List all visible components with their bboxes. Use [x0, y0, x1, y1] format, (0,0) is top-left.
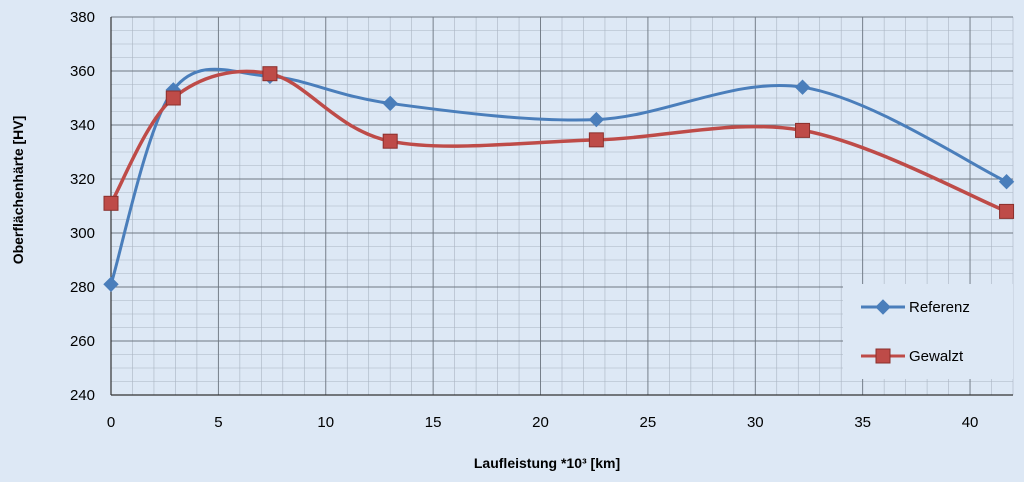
legend-label: Gewalzt — [909, 348, 964, 365]
series-referenz — [103, 67, 1015, 293]
x-tick-label: 25 — [640, 414, 657, 431]
legend-marker — [875, 299, 891, 315]
x-tick-label: 15 — [425, 414, 442, 431]
y-tick-label: 380 — [70, 9, 95, 26]
series-layer — [103, 66, 1015, 293]
legend: Referenz Gewalzt — [843, 284, 1013, 379]
x-tick-label: 5 — [214, 414, 222, 431]
y-tick-label: 240 — [70, 387, 95, 404]
data-point — [588, 111, 605, 128]
legend-items: Referenz Gewalzt — [861, 299, 970, 365]
data-point — [382, 133, 398, 149]
x-tick-label: 40 — [962, 414, 979, 431]
x-tick-label: 30 — [747, 414, 764, 431]
y-axis-title: Oberflächenhärte [HV] — [10, 116, 26, 265]
data-point — [998, 173, 1015, 190]
data-point — [794, 79, 811, 95]
y-tick-label: 340 — [70, 117, 95, 134]
legend-label: Referenz — [909, 299, 970, 316]
data-point — [795, 122, 811, 138]
data-point — [382, 95, 398, 112]
x-tick-label: 35 — [854, 414, 871, 431]
legend-box — [843, 284, 1013, 379]
tick-labels: 0 5 10 15 20 25 30 35 40 240 260 280 300 320 340 360 380 — [70, 9, 978, 431]
data-point — [103, 276, 119, 293]
y-tick-label: 280 — [70, 279, 95, 296]
x-tick-label: 0 — [107, 414, 115, 431]
data-point — [999, 203, 1015, 219]
x-axis-title: Laufleistung *10³ [km] — [474, 455, 620, 471]
x-tick-label: 20 — [532, 414, 549, 431]
data-point — [588, 132, 604, 148]
legend-marker — [875, 348, 891, 364]
y-tick-label: 260 — [70, 333, 95, 350]
y-tick-label: 360 — [70, 63, 95, 80]
series-gewalzt — [103, 66, 1015, 219]
data-point — [103, 195, 119, 211]
data-point — [165, 90, 181, 106]
y-tick-label: 300 — [70, 225, 95, 242]
x-tick-label: 10 — [317, 414, 334, 431]
y-tick-label: 320 — [70, 171, 95, 188]
data-point — [262, 66, 278, 82]
